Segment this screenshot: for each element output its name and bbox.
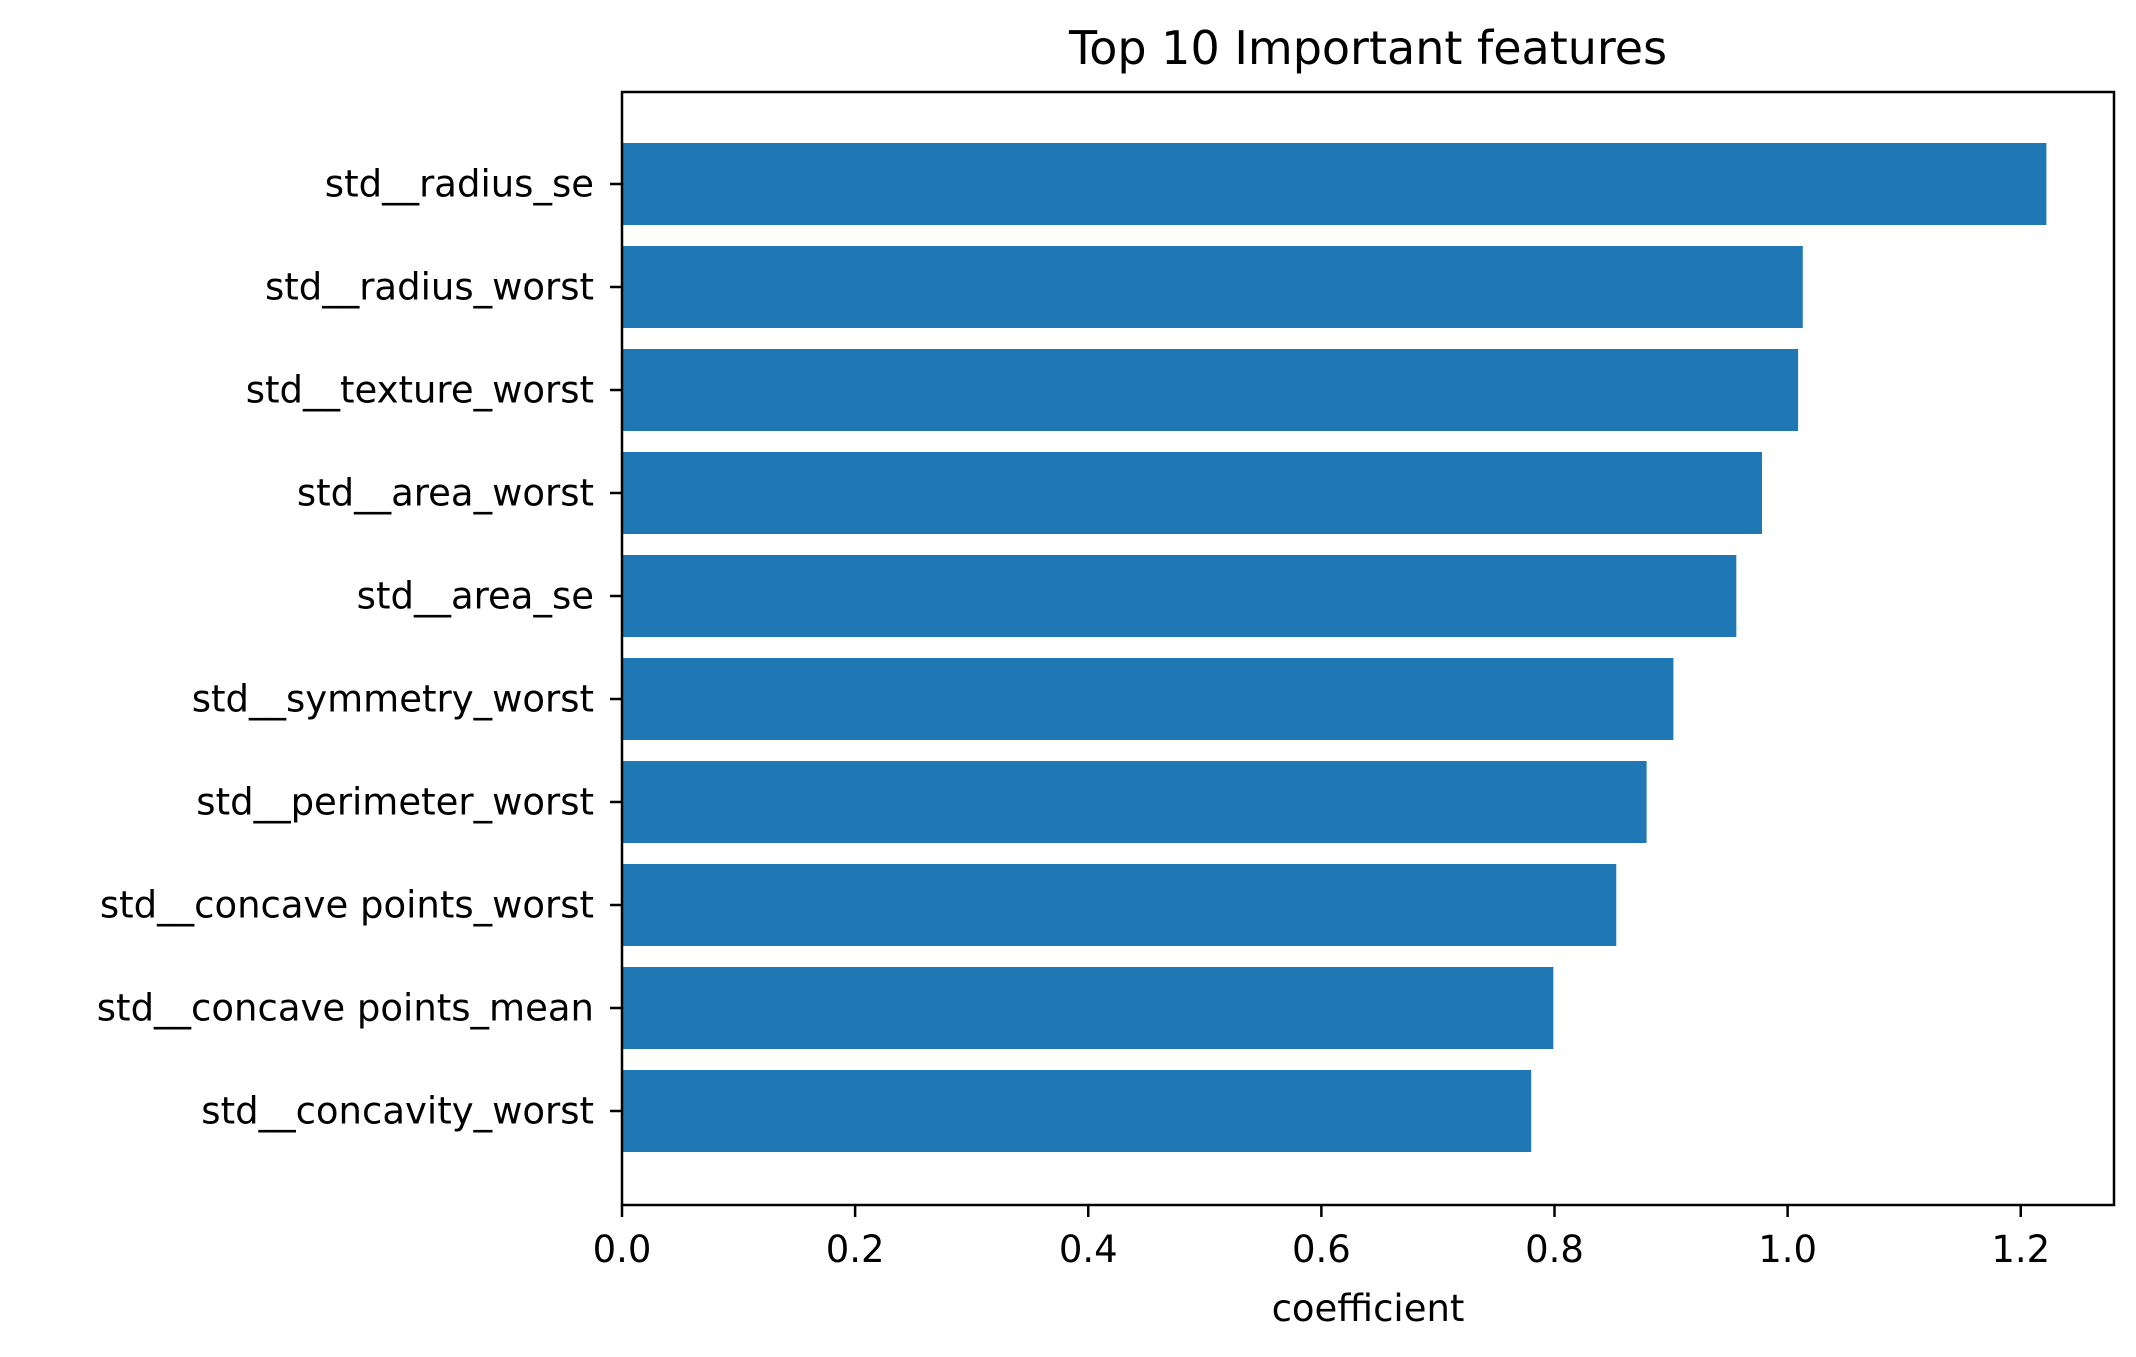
chart-title: Top 10 Important features	[1068, 21, 1667, 75]
y-tick-label: std__concavity_worst	[201, 1090, 594, 1133]
x-tick-label: 0.6	[1292, 1228, 1351, 1271]
bar-5	[622, 658, 1674, 740]
bar-8	[622, 967, 1554, 1049]
x-tick-label: 0.0	[593, 1228, 652, 1271]
x-axis: 0.0 0.2 0.4 0.6 0.8 1.0 1.2	[593, 1205, 2050, 1271]
x-tick-label: 1.2	[1991, 1228, 2050, 1271]
y-axis: std__radius_se std__radius_worst std__text…	[97, 163, 622, 1133]
bar-3	[622, 452, 1762, 534]
y-tick-label: std__concave points_worst	[100, 884, 594, 927]
y-tick-label: std__radius_worst	[265, 266, 594, 309]
y-tick-label: std__symmetry_worst	[192, 678, 594, 721]
y-tick-label: std__texture_worst	[246, 369, 594, 412]
bar-2	[622, 349, 1799, 431]
x-tick-label: 0.4	[1059, 1228, 1118, 1271]
bar-0	[622, 143, 2047, 225]
bar-7	[622, 864, 1617, 946]
bar-4	[622, 555, 1737, 637]
y-tick-label: std__area_se	[357, 575, 594, 618]
y-tick-label: std__perimeter_worst	[196, 781, 594, 824]
bar-9	[622, 1070, 1532, 1152]
x-tick-label: 1.0	[1758, 1228, 1817, 1271]
x-tick-label: 0.2	[826, 1228, 885, 1271]
y-tick-label: std__radius_se	[325, 163, 594, 206]
plot-frame	[620, 90, 2116, 1207]
bar-1	[622, 246, 1803, 328]
y-tick-label: std__area_worst	[297, 472, 594, 515]
bars-group	[622, 143, 2047, 1152]
x-tick-label: 0.8	[1525, 1228, 1584, 1271]
bar-6	[622, 761, 1647, 843]
y-tick-label: std__concave points_mean	[97, 987, 594, 1030]
x-axis-label: coefficient	[1272, 1287, 1465, 1330]
